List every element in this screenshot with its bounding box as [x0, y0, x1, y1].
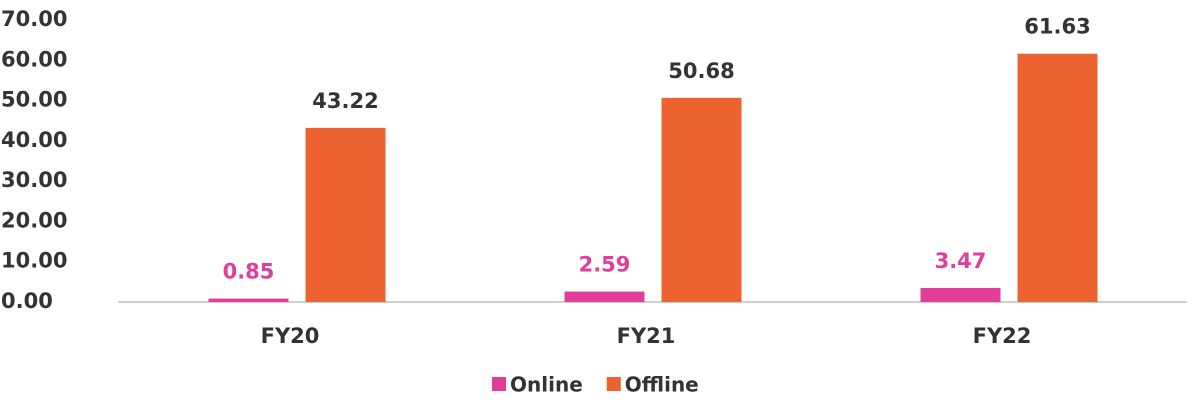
y-tick-label: 50.00: [1, 88, 67, 112]
y-tick-label: 0.00: [1, 289, 53, 313]
y-tick-label: 70.00: [1, 7, 67, 31]
legend-swatch: [606, 377, 621, 391]
bar: [661, 97, 742, 302]
bar: [208, 298, 289, 302]
x-tick-label: FY20: [261, 324, 320, 348]
y-tick-label: 30.00: [1, 168, 67, 192]
y-tick-label: 20.00: [1, 208, 67, 232]
legend-swatch: [492, 377, 506, 391]
legend-label: Online: [510, 373, 583, 397]
data-label: 61.63: [1024, 15, 1090, 39]
data-label: 43.22: [312, 89, 378, 113]
data-label: 2.59: [579, 253, 631, 277]
y-tick-label: 40.00: [1, 128, 67, 152]
data-label: 3.47: [935, 249, 987, 273]
x-tick-label: FY21: [617, 324, 676, 348]
bar: [920, 288, 1001, 302]
x-tick-label: FY22: [973, 324, 1032, 348]
data-label: 0.85: [223, 260, 275, 284]
data-label: 50.68: [668, 59, 734, 83]
y-tick-label: 10.00: [1, 249, 67, 273]
bar: [564, 291, 645, 302]
bar: [305, 127, 386, 303]
legend-label: Offline: [625, 373, 699, 397]
bar: [1017, 53, 1098, 302]
y-tick-label: 60.00: [1, 47, 67, 71]
